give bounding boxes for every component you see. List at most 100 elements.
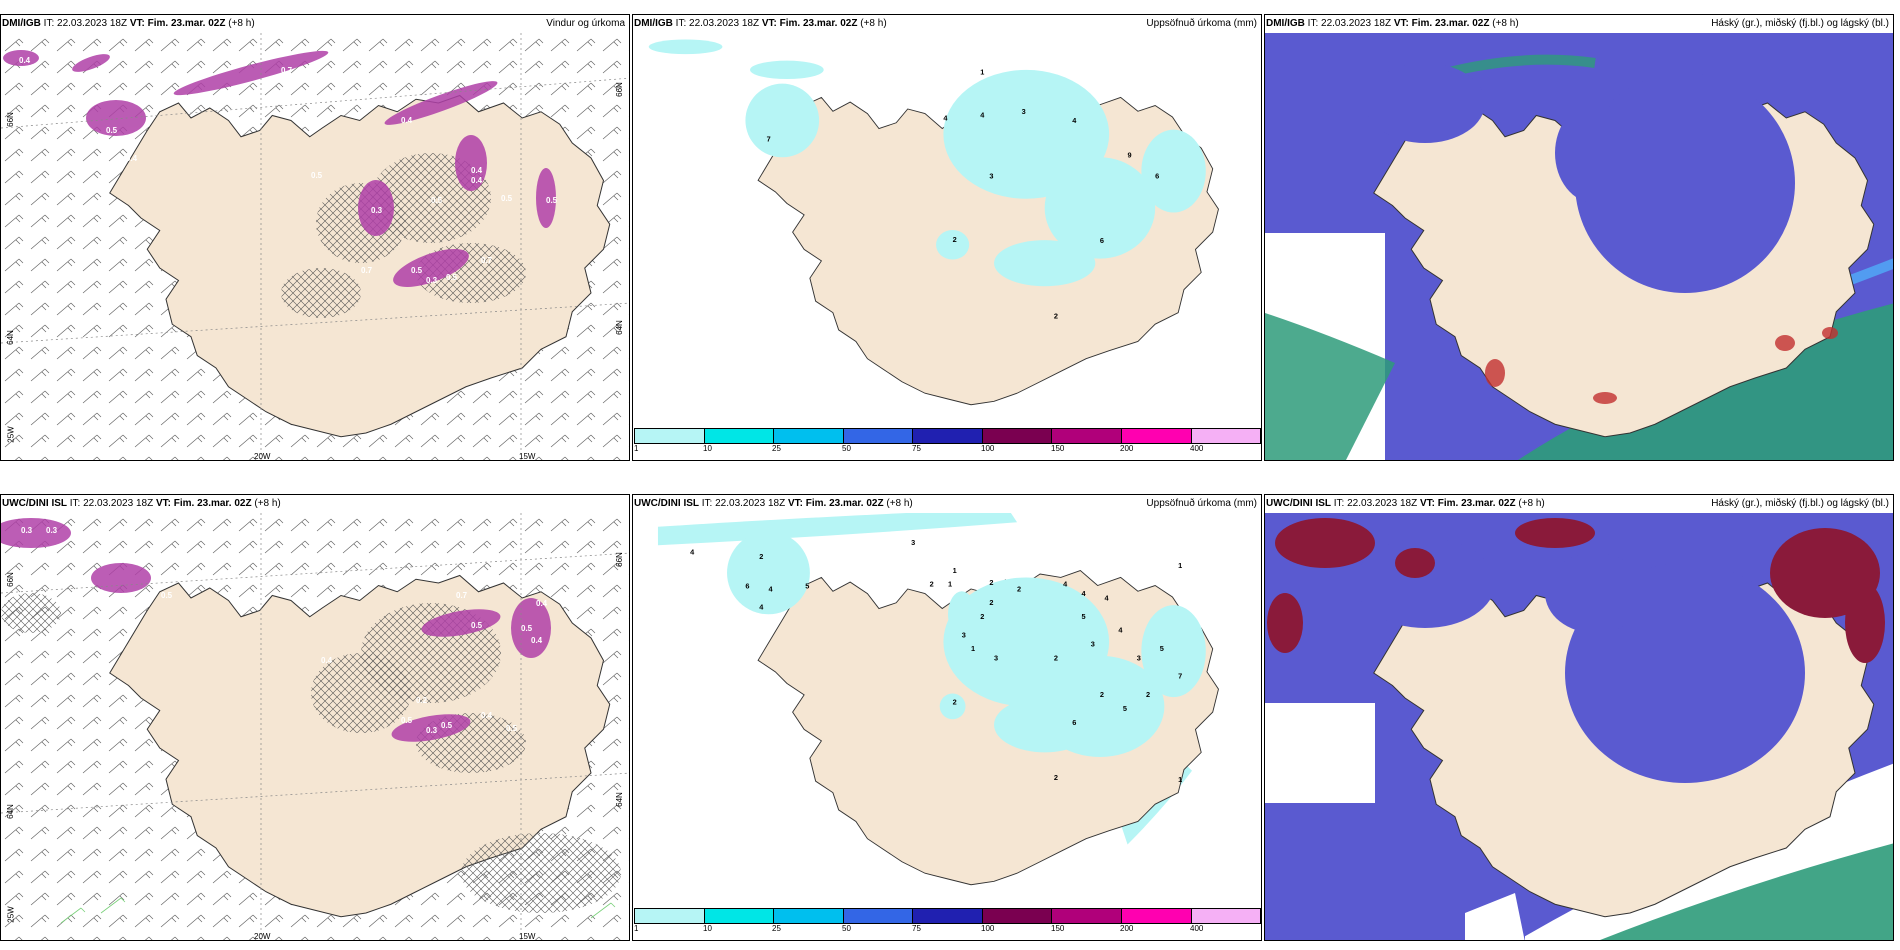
model-label: UWC/DINI ISL (1266, 498, 1331, 509)
value-label: 0.3 (426, 726, 438, 735)
value-label: 0.7 (361, 266, 373, 275)
colorbar-tick: 50 (842, 924, 851, 933)
value-label: 0.7 (456, 591, 468, 600)
colorbar-swatch (704, 429, 775, 443)
right-lat-66n: 66N (615, 552, 625, 567)
map-accum-precip: 1 4 4 3 4 7 3 9 6 2 6 2 (648, 39, 1220, 406)
colorbar-tick: 25 (772, 924, 781, 933)
colorbar-tick: 75 (912, 444, 921, 453)
value-label: 2 (989, 598, 993, 607)
value-label: 0.5 (471, 621, 483, 630)
value-label: 2 (980, 612, 984, 621)
value-label: 2 (1017, 584, 1021, 593)
value-label: 4 (980, 111, 985, 120)
value-label: 0.3 (426, 276, 438, 285)
colorbar-swatch (1191, 429, 1261, 443)
init-time: IT: 22.03.2023 18Z (1307, 18, 1392, 29)
value-label: 0.4 (471, 166, 483, 175)
value-label: 6 (1100, 236, 1104, 245)
precip-areas (727, 531, 1206, 757)
colorbar-swatch (1052, 909, 1122, 923)
colorbar-swatch (1052, 429, 1122, 443)
value-label: 4 (1118, 626, 1123, 635)
value-label: 4 (768, 584, 773, 593)
model-label: DMI/IGB (1266, 18, 1305, 29)
value-label: 0.4 (471, 176, 483, 185)
colorbar-swatch (982, 909, 1053, 923)
value-label: 6 (745, 582, 749, 591)
lon-label-20w: 20W (254, 452, 271, 461)
init-time: IT: 22.03.2023 18Z (43, 18, 128, 29)
value-label: 0.3 (21, 526, 33, 535)
colorbar-swatch (843, 429, 914, 443)
value-label: 0.5 (161, 591, 173, 600)
value-label: 1 (953, 566, 957, 575)
value-label: 5 (805, 582, 809, 591)
colorbar-swatch (704, 909, 775, 923)
init-time: IT: 22.03.2023 18Z (675, 18, 760, 29)
value-label: 5 (1123, 704, 1127, 713)
panel-title: Háský (gr.), miðský (fj.bl.) og lágský (… (1711, 498, 1889, 509)
value-label: 4 (1105, 593, 1110, 602)
colorbar-tick: 1 (634, 924, 639, 933)
valid-time: VT: Fim. 23.mar. 02Z (155, 498, 252, 509)
value-label: 0.2 (416, 696, 428, 705)
panel-uwc-clouds: UWC/DINI ISL IT: 22.03.2023 18Z VT: Fim.… (1264, 494, 1894, 941)
lon-label-15w: 15W (519, 932, 536, 941)
lead-time: (+8 h) (228, 18, 255, 29)
value-label: 0.5 (351, 111, 363, 120)
lat-label-64n: 64N (5, 804, 15, 819)
lon-label-25w: 25W (6, 426, 16, 443)
colorbar (634, 428, 1261, 444)
value-label: 5 (1082, 612, 1086, 621)
colorbar-tick: 100 (981, 444, 995, 453)
valid-time: VT: Fim. 23.mar. 02Z (1393, 18, 1490, 29)
panel-header: DMI/IGB IT: 22.03.2023 18Z VT: Fim. 23.m… (1266, 18, 1889, 32)
value-label: 1 (1178, 561, 1182, 570)
colorbar-swatch (635, 429, 705, 443)
value-label: 4 (690, 547, 695, 556)
value-label: 4 (1082, 589, 1087, 598)
value-label: 2 (1146, 690, 1150, 699)
value-label: 0.3 (46, 526, 58, 535)
lon-label-15w: 15W (519, 452, 536, 461)
graticule (1, 33, 629, 460)
colorbar-swatch (1191, 909, 1261, 923)
value-label: 2 (953, 235, 957, 244)
model-label: DMI/IGB (634, 18, 673, 29)
colorbar-swatch (1121, 429, 1192, 443)
low-cloud-over-land (1355, 538, 1805, 783)
value-label: 7 (1178, 672, 1182, 681)
panel-title: Vindur og úrkoma (546, 18, 625, 29)
colorbar-swatch (774, 429, 844, 443)
panel-header: DMI/IGB IT: 22.03.2023 18Z VT: Fim. 23.m… (2, 18, 625, 32)
value-label: 2 (989, 578, 993, 587)
lat-label-66n: 66N (5, 112, 15, 127)
panel-header: UWC/DINI ISL IT: 22.03.2023 18Z VT: Fim.… (2, 498, 625, 512)
panel-title: Háský (gr.), miðský (fj.bl.) og lágský (… (1711, 18, 1889, 29)
map-wind-precip: 0.3 0.3 0.4 0.5 0.7 0.4 0.5 0.5 0.4 0.5 … (1, 513, 629, 940)
model-label: UWC/DINI ISL (2, 498, 67, 509)
lat-label-66n: 66N (5, 572, 15, 587)
map-accum-precip: 4 3 2 4 6 5 4 1 2 1 2 2 4 4 4 5 3 2 2 1 … (657, 513, 1220, 886)
value-label: 3 (1091, 640, 1095, 649)
value-label: 3 (989, 171, 993, 180)
model-label: DMI/IGB (2, 18, 41, 29)
value-label: 0.5 (431, 196, 443, 205)
value-label: 2 (759, 552, 763, 561)
colorbar-swatch (913, 909, 983, 923)
value-label: 0.4 (19, 56, 31, 65)
colorbar-swatch (635, 909, 705, 923)
high-cloud-areas (1267, 518, 1885, 663)
colorbar (634, 908, 1261, 924)
panel-dmi-clouds: DMI/IGB IT: 22.03.2023 18Z VT: Fim. 23.m… (1264, 14, 1894, 461)
valid-time: VT: Fim. 23.mar. 02Z (787, 498, 884, 509)
colorbar-swatch (774, 909, 844, 923)
panel-dmi-accum-precip: DMI/IGB IT: 22.03.2023 18Z VT: Fim. 23.m… (632, 14, 1262, 461)
value-label: 0.5 (506, 724, 518, 733)
colorbar-tick: 400 (1190, 444, 1204, 453)
value-labels: 0.3 0.3 0.4 0.5 0.7 0.4 0.5 0.5 0.4 0.5 … (21, 526, 548, 735)
value-label: 4 (1072, 116, 1077, 125)
value-label: 9 (1128, 150, 1132, 159)
value-label: 0.4 (321, 656, 333, 665)
